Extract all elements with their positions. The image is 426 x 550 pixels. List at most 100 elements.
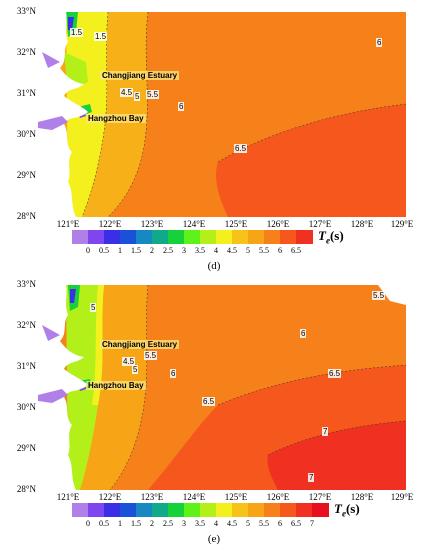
x-tick-label: 126°E bbox=[266, 492, 290, 502]
colorbar-tick-label: 5.5 bbox=[259, 246, 269, 255]
colorbar-tick-label: 3.5 bbox=[195, 519, 205, 528]
y-tick-label: 32°N bbox=[16, 320, 36, 330]
contour-label: 4.5 bbox=[122, 357, 136, 366]
x-tick-label: 128°E bbox=[350, 219, 374, 229]
colorbar-tick-label: 4 bbox=[214, 246, 218, 255]
colorbar-segment bbox=[184, 230, 201, 244]
contour-label: 6 bbox=[376, 38, 383, 47]
x-tick-label: 127°E bbox=[308, 492, 332, 502]
colorbar-segment bbox=[136, 230, 153, 244]
contour-label: 4.5 bbox=[120, 88, 134, 97]
x-tick-label: 127°E bbox=[308, 219, 332, 229]
contour-label: 5 bbox=[90, 303, 97, 312]
colorbar-segment bbox=[168, 503, 185, 517]
colorbar-tick-label: 0 bbox=[86, 519, 90, 528]
colorbar-segment bbox=[72, 230, 89, 244]
contour-label: 1.5 bbox=[94, 32, 108, 41]
colorbar-tick-label: 1 bbox=[118, 519, 122, 528]
colorbar-tick-label: 2 bbox=[150, 519, 154, 528]
colorbar-segment bbox=[152, 503, 169, 517]
colorbar-tick-label: 6 bbox=[278, 246, 282, 255]
x-tick-label: 129°E bbox=[390, 492, 414, 502]
y-tick-label: 30°N bbox=[16, 402, 36, 412]
colorbar-tick-label: 0.5 bbox=[99, 246, 109, 255]
contour-label: 1.5 bbox=[70, 28, 84, 37]
colorbar-segment bbox=[152, 230, 169, 244]
x-tick-label: 121°E bbox=[56, 219, 80, 229]
colorbar-segment bbox=[200, 503, 217, 517]
colorbar-segment bbox=[248, 503, 265, 517]
y-tick-label: 31°N bbox=[16, 88, 36, 98]
wave-period-map-d bbox=[38, 12, 406, 217]
y-tick-label: 29°N bbox=[16, 170, 36, 180]
colorbar-segment bbox=[232, 503, 249, 517]
colorbar-segment bbox=[168, 230, 185, 244]
y-tick-label: 29°N bbox=[16, 443, 36, 453]
map-d: Changjiang Estuary Hangzhou Bay 1.5 1.5 … bbox=[38, 12, 406, 217]
colorbar-segment bbox=[216, 503, 233, 517]
colorbar-tick-label: 5.5 bbox=[259, 519, 269, 528]
place-label-changjiang: Changjiang Estuary bbox=[100, 71, 180, 80]
x-tick-label: 122°E bbox=[98, 219, 122, 229]
colorbar-segment bbox=[136, 503, 153, 517]
colorbar-segment bbox=[184, 503, 201, 517]
panel-label-d: (d) bbox=[207, 260, 221, 272]
colorbar-tick-label: 4.5 bbox=[227, 246, 237, 255]
colorbar-variable-label: Te(s) bbox=[334, 501, 360, 519]
colorbar-tick-label: 6.5 bbox=[291, 246, 301, 255]
colorbar-tick-label: 0.5 bbox=[99, 519, 109, 528]
colorbar-segment bbox=[264, 230, 281, 244]
place-label-hangzhou: Hangzhou Bay bbox=[86, 381, 146, 390]
x-tick-label: 123°E bbox=[140, 492, 164, 502]
contour-label: 5.5 bbox=[146, 90, 160, 99]
x-tick-label: 128°E bbox=[350, 492, 374, 502]
contour-label: 5 bbox=[132, 365, 139, 374]
colorbar-segment bbox=[264, 503, 281, 517]
colorbar-segment bbox=[280, 503, 297, 517]
colorbar-segment bbox=[120, 230, 137, 244]
contour-label: 6 bbox=[170, 369, 177, 378]
contour-label: 6.5 bbox=[328, 369, 342, 378]
colorbar-segment bbox=[88, 230, 105, 244]
y-tick-label: 33°N bbox=[16, 279, 36, 289]
colorbar-segment bbox=[120, 503, 137, 517]
colorbar-tick-label: 1.5 bbox=[131, 519, 141, 528]
x-tick-label: 125°E bbox=[224, 219, 248, 229]
colorbar-tick-label: 7 bbox=[310, 519, 314, 528]
colorbar-segment bbox=[248, 230, 265, 244]
colorbar-segment bbox=[200, 230, 217, 244]
panel-d: Changjiang Estuary Hangzhou Bay 1.5 1.5 … bbox=[16, 6, 414, 272]
colorbar-segment bbox=[312, 503, 329, 517]
colorbar-segment bbox=[296, 230, 313, 244]
colorbar-tick-label: 3.5 bbox=[195, 246, 205, 255]
colorbar-tick-label: 4 bbox=[214, 519, 218, 528]
colorbar-segment bbox=[104, 503, 121, 517]
colorbar-tick-label: 5 bbox=[246, 519, 250, 528]
y-tick-label: 31°N bbox=[16, 361, 36, 371]
colorbar-segment bbox=[296, 503, 313, 517]
contour-label: 5 bbox=[134, 92, 141, 101]
colorbar-tick-label: 5 bbox=[246, 246, 250, 255]
contour-label: 5.5 bbox=[144, 351, 158, 360]
colorbar-segment bbox=[216, 230, 233, 244]
colorbar-tick-label: 4.5 bbox=[227, 519, 237, 528]
colorbar-tick-label: 3 bbox=[182, 246, 186, 255]
place-label-hangzhou: Hangzhou Bay bbox=[86, 114, 146, 123]
x-tick-label: 126°E bbox=[266, 219, 290, 229]
x-tick-label: 129°E bbox=[390, 219, 414, 229]
contour-label: 6.5 bbox=[234, 144, 248, 153]
colorbar-segment bbox=[88, 503, 105, 517]
colorbar-d bbox=[72, 230, 313, 244]
colorbar-e bbox=[72, 503, 329, 517]
colorbar-tick-label: 6.5 bbox=[291, 519, 301, 528]
x-tick-label: 124°E bbox=[182, 492, 206, 502]
colorbar-segment bbox=[72, 503, 89, 517]
colorbar-tick-label: 3 bbox=[182, 519, 186, 528]
x-tick-label: 123°E bbox=[140, 219, 164, 229]
contour-label: 7 bbox=[322, 427, 329, 436]
panel-label-e: (e) bbox=[207, 533, 221, 545]
contour-label: 6.5 bbox=[202, 397, 216, 406]
colorbar-tick-label: 1 bbox=[118, 246, 122, 255]
contour-label: 5.5 bbox=[372, 291, 386, 300]
colorbar-tick-label: 1.5 bbox=[131, 246, 141, 255]
